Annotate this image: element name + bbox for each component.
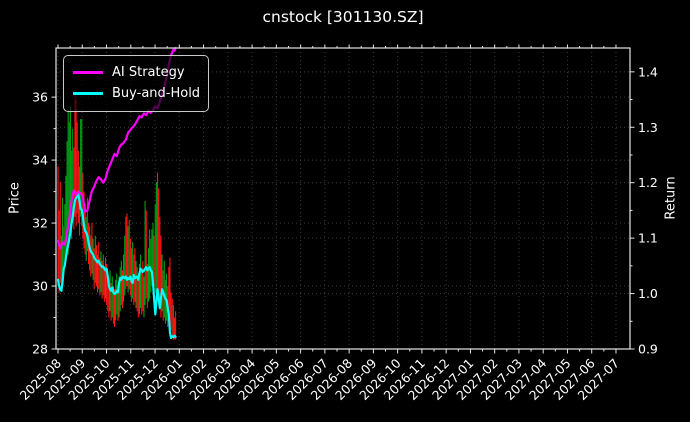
buy-and-hold-line-swatch (73, 91, 103, 96)
legend-label: AI Strategy (112, 65, 185, 80)
legend-item-ai-strategy: AI Strategy (73, 62, 199, 83)
price-tick-label: 28 (32, 342, 48, 357)
price-tick-label: 34 (32, 153, 48, 168)
buy-and-hold-line (56, 193, 177, 340)
plot-border (55, 47, 631, 350)
chart-title: cnstock [301130.SZ] (262, 8, 424, 26)
price-tick-label: 32 (32, 216, 48, 231)
ai-strategy-line-swatch (73, 70, 103, 75)
return-tick-label: 0.9 (638, 342, 658, 357)
y-axis-label-return: Return (663, 176, 679, 220)
return-tick-label: 1.0 (638, 286, 658, 301)
legend-label: Buy-and-Hold (112, 86, 201, 101)
return-tick-label: 1.1 (638, 231, 658, 246)
price-tick-label: 36 (32, 90, 48, 105)
price-tick-label: 30 (32, 279, 48, 294)
return-tick-label: 1.2 (638, 175, 658, 190)
price-range-bars (57, 93, 177, 340)
legend-item-buy-and-hold: Buy-and-Hold (73, 83, 201, 104)
return-tick-label: 1.3 (638, 120, 658, 135)
return-tick-label: 1.4 (638, 64, 658, 79)
y-axis-label-price: Price (7, 182, 23, 214)
legend: AI Strategy Buy-and-Hold (63, 55, 209, 112)
